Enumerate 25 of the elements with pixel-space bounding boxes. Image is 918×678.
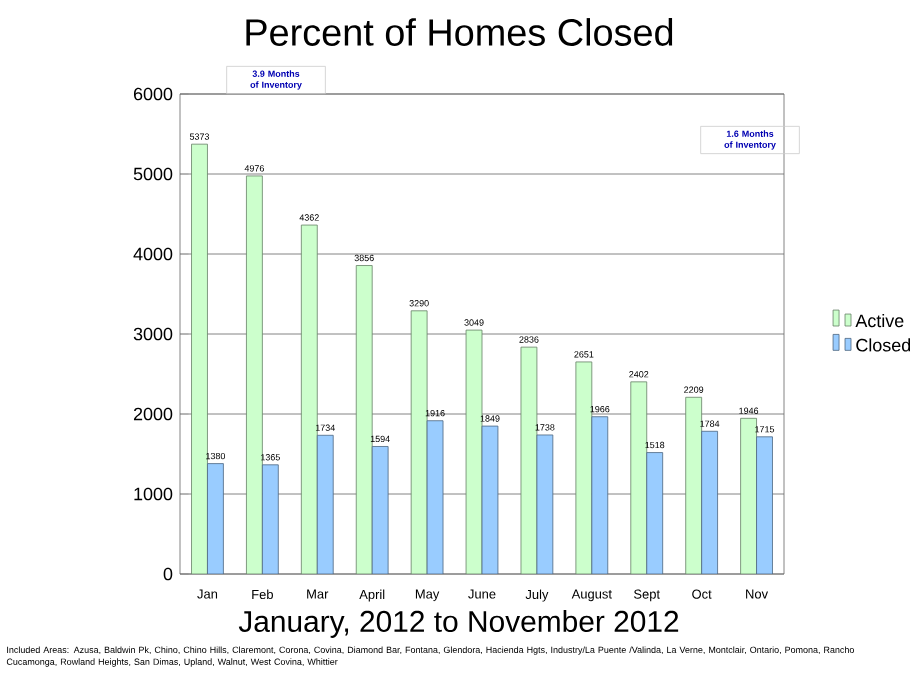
bar: [591, 416, 609, 574]
bar: [300, 224, 318, 574]
bar: [207, 463, 224, 574]
bar: [246, 175, 263, 574]
bar: [191, 143, 208, 574]
y-tick-label: 0: [163, 567, 173, 581]
bar: [701, 430, 718, 574]
legend-label: Closed: [856, 338, 911, 352]
bar: [685, 396, 703, 574]
bar: [261, 464, 279, 574]
y-tick-label: 1000: [134, 487, 173, 501]
bar: [316, 434, 334, 574]
bar: [355, 265, 373, 574]
y-tick-label: 6000: [133, 87, 173, 101]
y-tick-label: 5000: [133, 167, 173, 181]
text: January, 2012 to November 2012: [238, 610, 679, 638]
bar: [756, 436, 773, 574]
legend-label: Active: [855, 314, 904, 328]
y-tick-label: 3000: [133, 327, 173, 341]
chart-title: Percent of Homes Closed: [246, 18, 673, 46]
y-tick-label: 4000: [133, 247, 173, 261]
bar: [646, 452, 664, 574]
bar: [740, 417, 757, 574]
y-tick-label: 2000: [133, 407, 173, 421]
bar: [630, 381, 648, 574]
